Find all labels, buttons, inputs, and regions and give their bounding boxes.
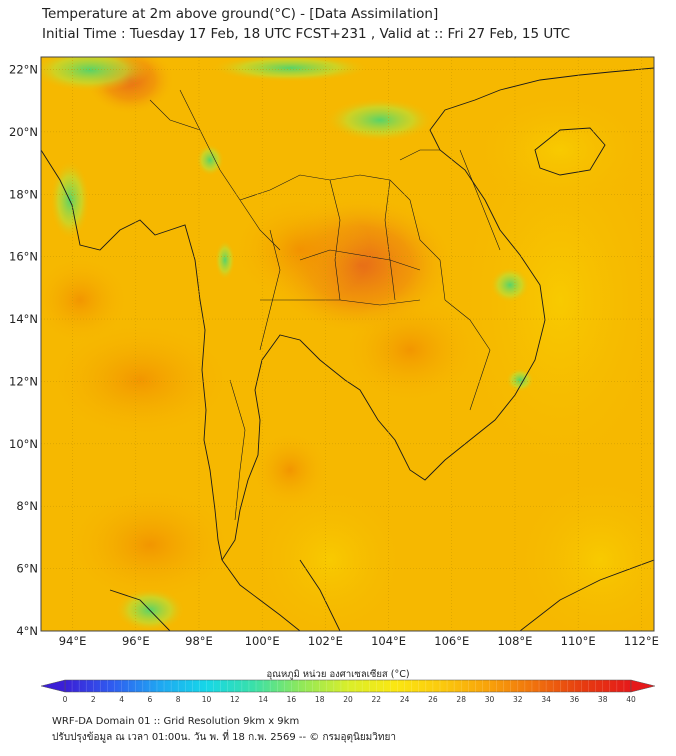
colorbar-tick-label: 34 — [541, 695, 551, 704]
footer-line-1: WRF-DA Domain 01 :: Grid Resolution 9km … — [52, 716, 300, 727]
lon-tick-label: 108°E — [497, 634, 532, 648]
colorbar-max-extend — [630, 679, 656, 693]
colorbar-tick-label: 10 — [202, 695, 212, 704]
colorbar-tick-label: 36 — [570, 695, 580, 704]
temperature-field — [41, 57, 654, 631]
colorbar-title: อุณหภูมิ หน่วย องศาเซลเซียส (°C) — [266, 669, 410, 680]
colorbar-min-extend — [40, 679, 66, 693]
lon-tick-label: 94°E — [59, 634, 87, 648]
colorbar-tick-label: 0 — [63, 695, 68, 704]
colorbar-tick-label: 20 — [343, 695, 353, 704]
lat-axis: 4°N 6°N 8°N 10°N 12°N 14°N 16°N 18°N 20°N 22°N — [9, 62, 38, 638]
gridlines — [41, 57, 654, 632]
coastlines — [41, 67, 654, 631]
lon-tick-label: 112°E — [624, 634, 659, 648]
colorbar-tick-label: 14 — [258, 695, 268, 704]
colorbar-tick-label: 16 — [287, 695, 297, 704]
lat-tick-label: 18°N — [9, 187, 38, 201]
lat-tick-label: 8°N — [16, 499, 38, 513]
lat-tick-label: 12°N — [9, 374, 38, 388]
lat-tick-label: 10°N — [9, 437, 38, 451]
lon-tick-label: 96°E — [122, 634, 150, 648]
lon-tick-label: 98°E — [185, 634, 213, 648]
lat-tick-label: 4°N — [16, 624, 38, 638]
lat-tick-label: 22°N — [9, 62, 38, 76]
colorbar: 0 2 4 6 8 10 12 14 16 18 20 22 24 26 28 30 32 34 36 38 40 — [40, 679, 656, 704]
footer-line-2: ปรับปรุงข้อมูล ณ เวลา 01:00น. วัน พ. ที่… — [52, 732, 396, 743]
colorbar-tick-label: 28 — [456, 695, 466, 704]
lat-tick-label: 20°N — [9, 125, 38, 139]
colorbar-tick-label: 12 — [230, 695, 240, 704]
colorbar-tick-label: 18 — [315, 695, 325, 704]
lon-tick-label: 106°E — [434, 634, 469, 648]
lon-axis: 94°E 96°E 98°E 100°E 102°E 104°E 106°E 108°E 110… — [59, 634, 659, 648]
lat-tick-label: 16°N — [9, 250, 38, 264]
colorbar-tick-label: 26 — [428, 695, 438, 704]
colorbar-tick-label: 22 — [372, 695, 382, 704]
lon-tick-label: 102°E — [308, 634, 343, 648]
map-title: Temperature at 2m above ground(°C) - [Da… — [42, 6, 439, 22]
lat-tick-label: 6°N — [16, 562, 38, 576]
colorbar-tick-label: 32 — [513, 695, 523, 704]
colorbar-tick-label: 30 — [485, 695, 495, 704]
colorbar-tick-label: 38 — [598, 695, 608, 704]
colorbar-tick-label: 2 — [91, 695, 96, 704]
colorbar-tick-label: 40 — [626, 695, 636, 704]
colorbar-tick-label: 6 — [148, 695, 153, 704]
lon-tick-label: 104°E — [371, 634, 406, 648]
lat-tick-label: 14°N — [9, 312, 38, 326]
lon-tick-label: 110°E — [561, 634, 596, 648]
colorbar-tick-label: 8 — [176, 695, 181, 704]
colorbar-tick-label: 24 — [400, 695, 410, 704]
colorbar-tick-label: 4 — [119, 695, 124, 704]
map-frame — [40, 56, 655, 632]
map-subtitle: Initial Time : Tuesday 17 Feb, 18 UTC FC… — [42, 26, 571, 42]
admin-borders — [149, 89, 501, 521]
lon-tick-label: 100°E — [245, 634, 280, 648]
